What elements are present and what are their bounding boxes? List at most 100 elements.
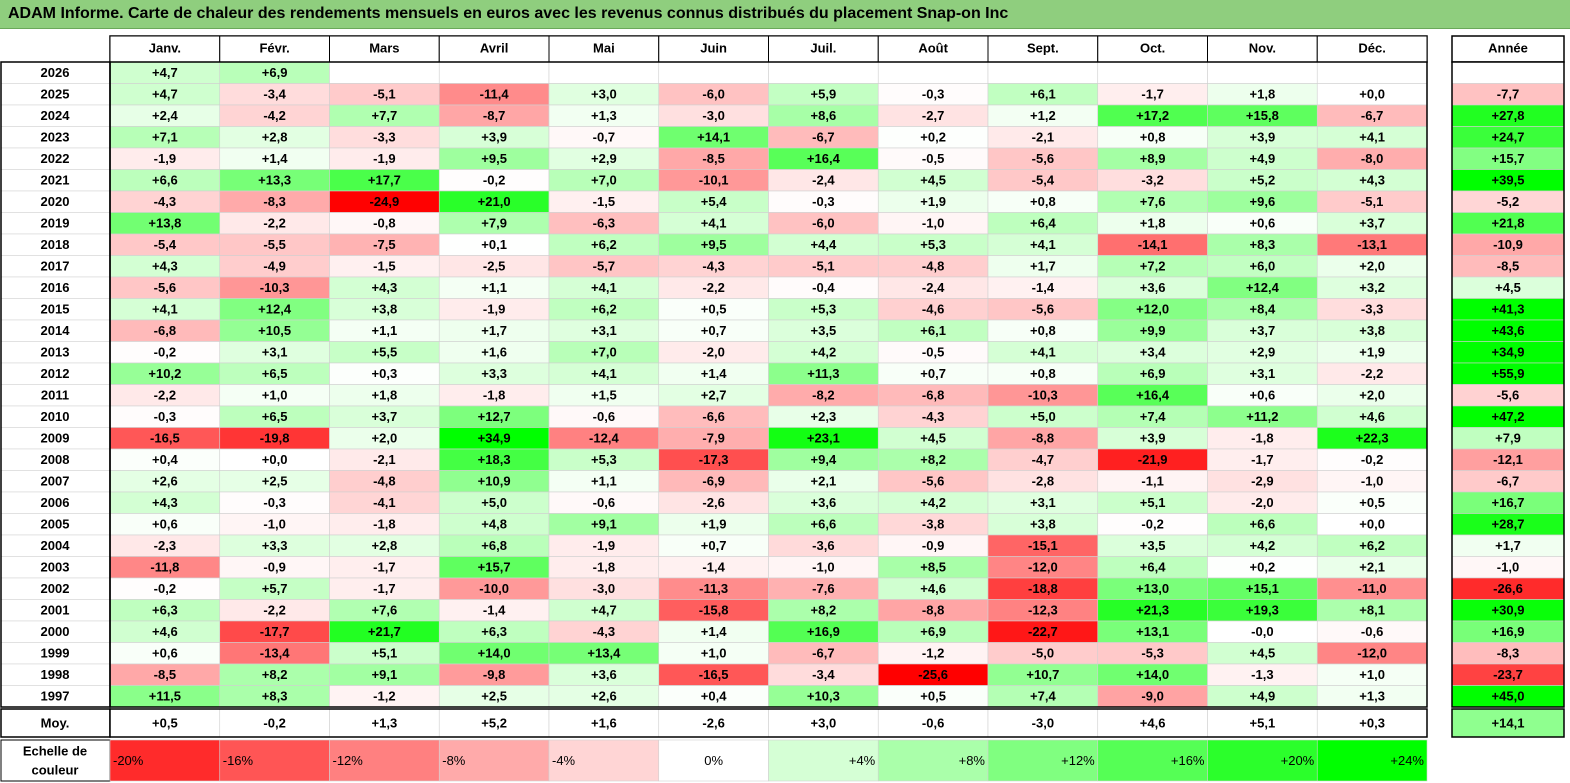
color-scale-step (1097, 739, 1208, 782)
month-header-label: Déc. (1358, 40, 1385, 55)
heatmap-cell-value: +2,0 (1359, 259, 1385, 274)
heatmap-cell-value: +0,7 (920, 366, 946, 381)
heatmap-cell-value: -8,5 (702, 151, 724, 166)
heatmap-cell-value: -4,2 (263, 108, 285, 123)
average-cell-value: +5,1 (1250, 715, 1276, 730)
color-scale-step (1316, 739, 1428, 782)
heatmap-cell-value: -1,1 (1141, 474, 1163, 489)
row-year-label: 2019 (41, 216, 70, 231)
heatmap-cell-value: +0,6 (1250, 388, 1276, 403)
year-total-value: -5,2 (1497, 194, 1519, 209)
row-year-label: 2005 (41, 517, 70, 532)
month-header-label: Févr. (259, 40, 289, 55)
heatmap-cell-value: +4,4 (811, 237, 837, 252)
heatmap-cell-value: +3,8 (1030, 517, 1056, 532)
scale-label-cell (0, 739, 111, 782)
heatmap-cell-value: +2,0 (1359, 388, 1385, 403)
heatmap-cell-value: +1,1 (591, 474, 617, 489)
average-cell-value: -3,0 (1032, 715, 1054, 730)
year-column-border (1451, 61, 1565, 708)
heatmap-cell-value: -3,4 (263, 87, 286, 102)
year-total-value: +15,7 (1492, 151, 1525, 166)
heatmap-cell-value: +6,9 (1140, 366, 1166, 381)
heatmap-cell-value: -4,8 (922, 259, 944, 274)
month-header-label: Nov. (1249, 40, 1276, 55)
year-total-value: +16,7 (1492, 495, 1525, 510)
heatmap-cell-value: +1,7 (481, 323, 507, 338)
color-scale-step (438, 739, 550, 782)
heatmap-cell-value: +3,9 (1250, 130, 1276, 145)
heatmap-cell-value: -0,7 (593, 130, 615, 145)
year-header-label: Année (1488, 40, 1528, 55)
heatmap-cell-value: +8,2 (920, 452, 946, 467)
heatmap-cell (438, 61, 550, 84)
heatmap-cell-value: +3,0 (591, 87, 617, 102)
heatmap-cell-value: -10,0 (479, 581, 509, 596)
heatmap-cell-value: -6,7 (812, 646, 834, 661)
heatmap-cell-value: +4,1 (701, 216, 727, 231)
heatmap-cell-value: +12,7 (478, 409, 511, 424)
month-header-label: Mars (369, 40, 399, 55)
row-year-label: 2010 (41, 409, 70, 424)
heatmap-cell-value: +4,6 (1359, 409, 1385, 424)
year-total-value: -8,5 (1497, 259, 1519, 274)
heatmap-cell-value: -5,4 (1032, 173, 1055, 188)
heatmap-cell-value: -1,5 (373, 259, 395, 274)
heatmap-cell-value: -8,5 (154, 667, 176, 682)
month-header-label: Sept. (1027, 40, 1059, 55)
heatmap-cell-value: +1,0 (262, 388, 288, 403)
year-total-cell (1451, 61, 1565, 84)
heatmap-cell-value: +0,5 (701, 302, 727, 317)
heatmap-cell-value: -3,2 (1141, 173, 1163, 188)
row-year-label: 1999 (41, 646, 70, 661)
heatmap-cell-value: -1,7 (373, 581, 395, 596)
row-year-label: 2022 (41, 151, 70, 166)
heatmap-cell-value: +4,7 (591, 603, 617, 618)
heatmap-cell-value: +0,4 (701, 689, 727, 704)
heatmap-cell-value: +6,0 (1250, 259, 1276, 274)
heatmap-cell-value: -7,5 (373, 237, 395, 252)
month-header-label: Août (918, 40, 948, 55)
heatmap-cell-value: -4,9 (263, 259, 285, 274)
year-total-value: -6,7 (1497, 474, 1519, 489)
heatmap-cell-value: -16,5 (699, 667, 729, 682)
color-scale-label: -12% (333, 753, 364, 768)
year-total-value: +21,8 (1492, 216, 1525, 231)
heatmap-cell-value: -1,4 (483, 603, 506, 618)
heatmap-cell-value: +8,3 (1250, 237, 1276, 252)
heatmap-cell-value: +4,7 (152, 87, 178, 102)
heatmap-cell-value: -4,3 (922, 409, 944, 424)
heatmap-cell-value: -1,2 (373, 689, 395, 704)
average-cell-value: +5,2 (481, 715, 507, 730)
row-year-label: 1997 (41, 689, 70, 704)
color-scale-step (329, 739, 440, 782)
heatmap-cell-value: +12,4 (258, 302, 292, 317)
heatmap-cell-value: +12,0 (1136, 302, 1169, 317)
month-header-label: Mai (593, 40, 615, 55)
heatmap-cell-value: +3,7 (372, 409, 398, 424)
heatmap-cell-value: -1,8 (593, 560, 615, 575)
heatmap-cell-value: -5,6 (922, 474, 944, 489)
heatmap-cell-value: +13,4 (587, 646, 621, 661)
year-total-value: +45,0 (1492, 689, 1525, 704)
heatmap-cell-value: -0,9 (263, 560, 285, 575)
heatmap-cell-value: +4,9 (1250, 689, 1276, 704)
heatmap-cell-value: +6,4 (1140, 560, 1166, 575)
heatmap-cell-value: -5,7 (593, 259, 615, 274)
heatmap-cell-value: -1,5 (593, 194, 615, 209)
heatmap-cell-value: +4,2 (811, 345, 837, 360)
heatmap-cell-value: -6,7 (812, 130, 834, 145)
heatmap-cell-value: -15,1 (1028, 538, 1058, 553)
heatmap-cell-value: +6,2 (591, 237, 617, 252)
heatmap-cell-value: -6,3 (593, 216, 615, 231)
heatmap-cell-value: +1,1 (372, 323, 398, 338)
row-year-label: 2002 (41, 581, 70, 596)
heatmap-cell-value: +8,2 (811, 603, 837, 618)
heatmap-cell-value: +6,9 (920, 624, 946, 639)
month-header-cell (658, 35, 769, 63)
heatmap-cell-value: +1,3 (591, 108, 617, 123)
heatmap-cell-value: +5,7 (262, 581, 288, 596)
heatmap-cell-value: +5,3 (591, 452, 617, 467)
heatmap-cell-value: -4,1 (373, 495, 395, 510)
heatmap-cell-value: -2,0 (702, 345, 724, 360)
